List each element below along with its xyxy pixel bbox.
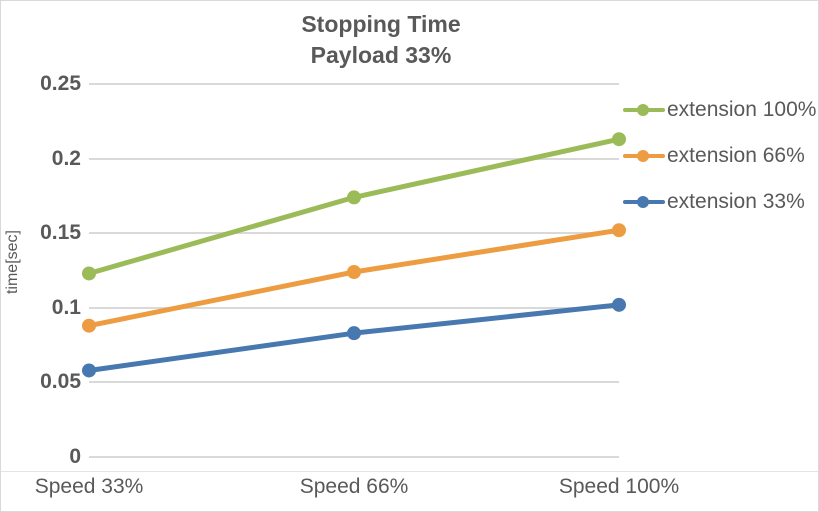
gridline [89,83,619,85]
data-point-marker [347,190,361,205]
y-axis-tick-label: 0.15 [40,221,81,245]
x-axis-tick-labels: Speed 33% Speed 66% Speed 100% [1,475,701,509]
gridline [89,157,619,160]
series-lines [82,132,626,378]
gridline [89,381,619,384]
legend-label: extension 100% [667,98,817,121]
x-axis-tick-label: Speed 66% [299,475,409,498]
legend-swatch-icon [623,99,665,121]
legend-item[interactable]: extension 33% [623,179,818,225]
data-point-marker [347,326,361,341]
legend-label: extension 66% [667,144,805,167]
y-axis-tick-label: 0.05 [40,370,81,394]
data-point-marker [612,223,626,238]
legend-swatch-icon [623,191,665,213]
data-point-marker [612,132,626,147]
legend-swatch-icon [623,145,665,167]
gridline [89,232,619,235]
chart-title-line-2: Payload 33% [310,42,452,68]
chart-title-line-1: Stopping Time [301,11,461,37]
axis-separator [1,471,818,472]
x-axis-tick-label: Speed 33% [34,475,144,498]
series-line [86,136,622,276]
plot-area [82,83,626,458]
legend-item[interactable]: extension 100% [623,87,818,133]
legend-label: extension 33% [667,190,805,213]
data-point-marker [347,264,361,279]
data-point-marker [82,266,96,281]
gridline [89,456,619,458]
y-axis-tick-label: 0.2 [51,146,81,170]
y-axis-tick-labels: 0 0.05 0.1 0.15 0.2 0.25 [9,72,81,468]
y-axis-tick-label: 0.1 [51,295,81,319]
data-point-marker [612,297,626,312]
chart-title: Stopping Time Payload 33% [121,9,641,71]
data-point-marker [82,363,96,378]
legend-item[interactable]: extension 66% [623,133,818,179]
x-axis-tick-label: Speed 100% [558,475,680,498]
y-axis-tick-label: 0 [69,445,81,468]
gridline [89,306,619,309]
chart-legend: extension 100% extension 66% extension 33% [623,87,818,225]
y-axis-tick-label: 0.25 [40,72,81,95]
data-point-marker [82,318,96,333]
